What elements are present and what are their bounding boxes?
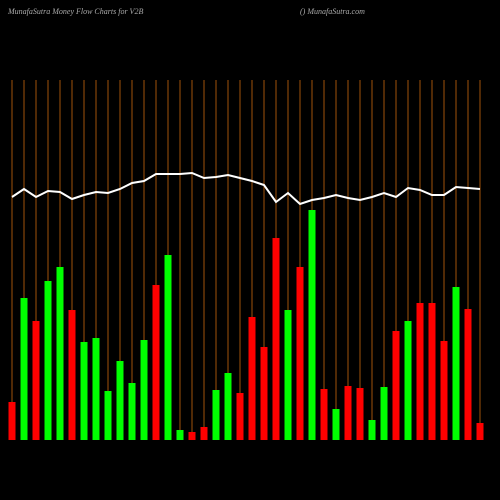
bar — [452, 287, 460, 440]
bar — [476, 423, 484, 440]
bar — [212, 390, 220, 440]
bar — [20, 298, 28, 440]
bar — [368, 420, 376, 440]
bar — [68, 310, 76, 440]
bar — [92, 338, 100, 440]
bar — [308, 210, 316, 440]
bar — [332, 409, 340, 440]
bar — [80, 342, 88, 440]
bar — [104, 391, 112, 440]
bar — [32, 321, 40, 440]
bar — [440, 341, 448, 440]
bar — [236, 393, 244, 440]
bar — [464, 309, 472, 440]
bar — [272, 238, 280, 440]
bar — [248, 317, 256, 440]
bar — [8, 402, 16, 440]
bar — [260, 347, 268, 440]
bar — [188, 432, 196, 440]
bar — [320, 389, 328, 440]
bar — [152, 285, 160, 440]
bar — [344, 386, 352, 440]
bar — [176, 430, 184, 440]
bar — [224, 373, 232, 440]
bar — [116, 361, 124, 440]
bar — [296, 267, 304, 440]
chart-subtitle: () MunafaSutra.com — [300, 7, 365, 16]
bar — [128, 383, 136, 440]
chart-title: MunafaSutra Money Flow Charts for V2B — [7, 7, 143, 16]
bar — [392, 331, 400, 440]
bar — [416, 303, 424, 440]
bar — [200, 427, 208, 440]
bar — [44, 281, 52, 440]
bar — [56, 267, 64, 440]
bar — [140, 340, 148, 440]
money-flow-line — [11, 171, 481, 206]
bar — [164, 255, 172, 440]
bar — [284, 310, 292, 440]
bar — [380, 387, 388, 440]
bar — [356, 388, 364, 440]
bar — [404, 321, 412, 440]
bar — [428, 303, 436, 440]
